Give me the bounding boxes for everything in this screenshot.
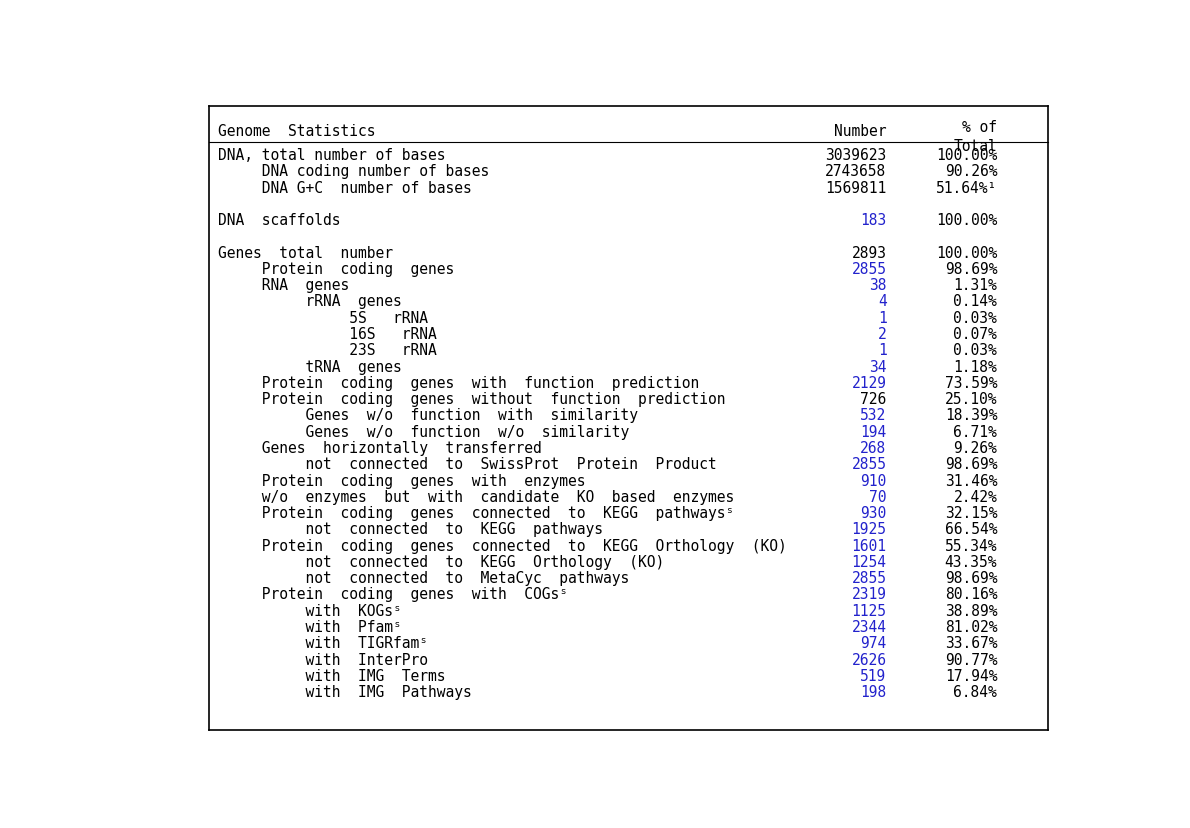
- Text: 1.18%: 1.18%: [953, 359, 997, 374]
- Text: tRNA  genes: tRNA genes: [218, 359, 402, 374]
- Text: rRNA  genes: rRNA genes: [218, 294, 402, 309]
- Text: 194: 194: [860, 424, 887, 439]
- Text: 55.34%: 55.34%: [945, 538, 997, 553]
- Text: Protein  coding  genes  with  COGsˢ: Protein coding genes with COGsˢ: [218, 587, 568, 602]
- Text: 2319: 2319: [852, 587, 887, 602]
- Text: 81.02%: 81.02%: [945, 619, 997, 634]
- Text: 90.26%: 90.26%: [945, 164, 997, 179]
- Text: DNA G+C  number of bases: DNA G+C number of bases: [218, 181, 471, 195]
- Text: DNA, total number of bases: DNA, total number of bases: [218, 148, 445, 163]
- Text: Number: Number: [834, 123, 887, 138]
- Text: 532: 532: [860, 408, 887, 423]
- Text: 0.07%: 0.07%: [953, 327, 997, 342]
- Text: 198: 198: [860, 684, 887, 700]
- Text: 1.31%: 1.31%: [953, 278, 997, 293]
- Text: 2855: 2855: [852, 457, 887, 472]
- Text: 80.16%: 80.16%: [945, 587, 997, 602]
- Text: with  IMG  Pathways: with IMG Pathways: [218, 684, 471, 700]
- Text: 2129: 2129: [852, 375, 887, 391]
- Text: 5S   rRNA: 5S rRNA: [218, 310, 428, 325]
- Text: Protein  coding  genes: Protein coding genes: [218, 262, 455, 277]
- Text: 98.69%: 98.69%: [945, 262, 997, 277]
- Text: DNA coding number of bases: DNA coding number of bases: [218, 164, 489, 179]
- Text: 1601: 1601: [852, 538, 887, 553]
- Text: 51.64%¹: 51.64%¹: [937, 181, 997, 195]
- Text: 1569811: 1569811: [826, 181, 887, 195]
- Text: with  InterPro: with InterPro: [218, 652, 428, 667]
- Text: 2743658: 2743658: [826, 164, 887, 179]
- Text: 268: 268: [860, 440, 887, 455]
- Text: 38: 38: [869, 278, 887, 293]
- Text: 98.69%: 98.69%: [945, 570, 997, 585]
- Text: 38.89%: 38.89%: [945, 603, 997, 618]
- Text: Protein  coding  genes  connected  to  KEGG  pathwaysˢ: Protein coding genes connected to KEGG p…: [218, 505, 734, 521]
- Text: 2: 2: [878, 327, 887, 342]
- Text: 18.39%: 18.39%: [945, 408, 997, 423]
- Text: 726: 726: [860, 392, 887, 407]
- Text: 2.42%: 2.42%: [953, 489, 997, 504]
- Text: 2893: 2893: [852, 245, 887, 260]
- Text: Genes  w/o  function  w/o  similarity: Genes w/o function w/o similarity: [218, 424, 630, 439]
- Text: 32.15%: 32.15%: [945, 505, 997, 521]
- Text: 910: 910: [860, 473, 887, 488]
- Text: 73.59%: 73.59%: [945, 375, 997, 391]
- Text: Genes  horizontally  transferred: Genes horizontally transferred: [218, 440, 541, 455]
- Text: with  KOGsˢ: with KOGsˢ: [218, 603, 402, 618]
- Text: 183: 183: [860, 213, 887, 228]
- Text: not  connected  to  KEGG  Orthology  (KO): not connected to KEGG Orthology (KO): [218, 554, 664, 569]
- Text: 0.03%: 0.03%: [953, 343, 997, 358]
- Text: Protein  coding  genes  without  function  prediction: Protein coding genes without function pr…: [218, 392, 726, 407]
- Text: 100.00%: 100.00%: [937, 245, 997, 260]
- Text: 9.26%: 9.26%: [953, 440, 997, 455]
- Text: Protein  coding  genes  connected  to  KEGG  Orthology  (KO): Protein coding genes connected to KEGG O…: [218, 538, 787, 553]
- Text: 3039623: 3039623: [826, 148, 887, 163]
- Text: 70: 70: [869, 489, 887, 504]
- Text: RNA  genes: RNA genes: [218, 278, 349, 293]
- Text: 2344: 2344: [852, 619, 887, 634]
- Text: 33.67%: 33.67%: [945, 636, 997, 651]
- Text: with  TIGRfamˢ: with TIGRfamˢ: [218, 636, 428, 651]
- Text: 66.54%: 66.54%: [945, 522, 997, 537]
- Text: 16S   rRNA: 16S rRNA: [218, 327, 437, 342]
- Text: 0.14%: 0.14%: [953, 294, 997, 309]
- Text: w/o  enzymes  but  with  candidate  KO  based  enzymes: w/o enzymes but with candidate KO based …: [218, 489, 734, 504]
- Text: Genome  Statistics: Genome Statistics: [218, 123, 375, 138]
- Text: Genes  w/o  function  with  similarity: Genes w/o function with similarity: [218, 408, 638, 423]
- Text: with  Pfamˢ: with Pfamˢ: [218, 619, 402, 634]
- Text: 100.00%: 100.00%: [937, 148, 997, 163]
- Text: 930: 930: [860, 505, 887, 521]
- Text: 4: 4: [878, 294, 887, 309]
- Text: 2855: 2855: [852, 570, 887, 585]
- Text: 6.84%: 6.84%: [953, 684, 997, 700]
- Text: 2626: 2626: [852, 652, 887, 667]
- Text: 98.69%: 98.69%: [945, 457, 997, 472]
- Text: 1254: 1254: [852, 554, 887, 569]
- Text: 1925: 1925: [852, 522, 887, 537]
- Text: 23S   rRNA: 23S rRNA: [218, 343, 437, 358]
- Text: 1: 1: [878, 343, 887, 358]
- Text: Protein  coding  genes  with  enzymes: Protein coding genes with enzymes: [218, 473, 585, 488]
- Text: DNA  scaffolds: DNA scaffolds: [218, 213, 340, 228]
- Text: Genes  total  number: Genes total number: [218, 245, 393, 260]
- Text: with  IMG  Terms: with IMG Terms: [218, 668, 445, 683]
- Text: 1: 1: [878, 310, 887, 325]
- Text: not  connected  to  SwissProt  Protein  Product: not connected to SwissProt Protein Produ…: [218, 457, 716, 472]
- Text: 31.46%: 31.46%: [945, 473, 997, 488]
- Text: not  connected  to  MetaCyc  pathways: not connected to MetaCyc pathways: [218, 570, 630, 585]
- Text: 17.94%: 17.94%: [945, 668, 997, 683]
- Text: % of
Total: % of Total: [953, 120, 997, 153]
- Text: 25.10%: 25.10%: [945, 392, 997, 407]
- Text: 1125: 1125: [852, 603, 887, 618]
- Text: 90.77%: 90.77%: [945, 652, 997, 667]
- Text: 0.03%: 0.03%: [953, 310, 997, 325]
- Text: 974: 974: [860, 636, 887, 651]
- Text: 43.35%: 43.35%: [945, 554, 997, 569]
- Text: 34: 34: [869, 359, 887, 374]
- Text: 6.71%: 6.71%: [953, 424, 997, 439]
- Text: 100.00%: 100.00%: [937, 213, 997, 228]
- Text: not  connected  to  KEGG  pathways: not connected to KEGG pathways: [218, 522, 603, 537]
- Text: Protein  coding  genes  with  function  prediction: Protein coding genes with function predi…: [218, 375, 700, 391]
- Text: 2855: 2855: [852, 262, 887, 277]
- Text: 519: 519: [860, 668, 887, 683]
